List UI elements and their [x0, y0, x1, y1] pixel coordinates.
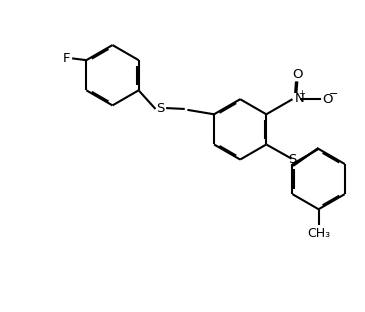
- Text: −: −: [328, 89, 338, 99]
- Text: O: O: [322, 93, 332, 106]
- Text: S: S: [157, 102, 165, 115]
- Text: CH₃: CH₃: [307, 227, 330, 240]
- Text: +: +: [298, 89, 305, 98]
- Text: F: F: [63, 52, 70, 65]
- Text: S: S: [288, 153, 297, 166]
- Text: O: O: [292, 68, 303, 81]
- Text: N: N: [295, 92, 305, 105]
